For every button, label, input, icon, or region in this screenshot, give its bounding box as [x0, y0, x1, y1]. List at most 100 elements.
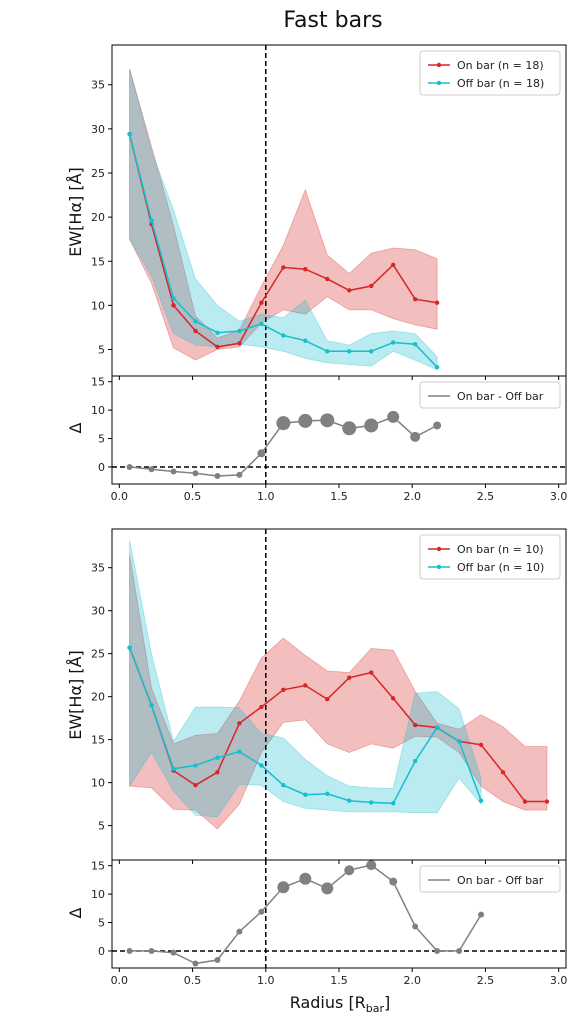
data-point: [320, 413, 335, 428]
y-tick-label: 10: [91, 888, 105, 901]
data-point: [215, 755, 220, 760]
data-point: [148, 466, 155, 473]
xlabel-subscript: bar: [366, 1002, 385, 1015]
data-point: [281, 783, 286, 788]
data-point: [434, 364, 440, 370]
data-point: [215, 344, 220, 350]
x-tick-label: 1.0: [257, 490, 275, 503]
data-point: [434, 300, 440, 305]
data-point: [215, 330, 220, 335]
plot-area-bottom-delta: [112, 860, 566, 968]
data-point: [149, 703, 154, 708]
data-point: [192, 470, 199, 477]
data-point: [237, 721, 242, 726]
data-point: [171, 296, 176, 301]
y-tick-label: 25: [91, 167, 105, 180]
x-tick-label: 0.0: [111, 974, 129, 987]
y-tick-label: 15: [91, 734, 105, 747]
data-point: [369, 670, 374, 675]
data-point: [456, 739, 462, 744]
data-point: [325, 791, 330, 796]
data-point: [344, 865, 355, 876]
plot-area-top-delta: [112, 376, 566, 484]
xlabel-close: ]: [384, 993, 390, 1012]
data-point: [259, 763, 264, 768]
data-point: [325, 697, 330, 702]
data-point: [237, 749, 242, 754]
legend-entry: On bar - Off bar: [457, 874, 544, 887]
x-tick-label: 2.0: [403, 490, 421, 503]
data-point: [193, 783, 198, 788]
data-point: [387, 410, 400, 423]
plot-area-bottom-main: [127, 529, 550, 860]
band-0: [129, 554, 548, 830]
x-tick-label: 1.5: [330, 974, 348, 987]
x-tick-label: 3.0: [550, 974, 568, 987]
data-point: [522, 799, 528, 804]
xlabel: Radius [Rbar]: [290, 993, 391, 1015]
legend-entry: On bar (n = 18): [457, 59, 544, 72]
data-point: [298, 413, 313, 428]
data-point: [478, 798, 484, 803]
legend-swatch-marker: [436, 546, 442, 552]
data-point: [364, 418, 379, 433]
data-point: [500, 770, 506, 775]
y-tick-label: 5: [98, 344, 105, 357]
legend-swatch-marker: [436, 564, 442, 570]
plot-area-top-main: [127, 45, 440, 376]
data-point: [325, 276, 330, 282]
data-point: [303, 266, 308, 272]
series-line-0: [128, 647, 547, 803]
data-point: [369, 349, 374, 354]
data-point: [237, 328, 242, 334]
y-tick-label: 15: [91, 376, 105, 389]
band-1: [129, 68, 438, 371]
data-point: [257, 449, 266, 458]
data-point: [325, 349, 330, 354]
y-tick-label: 5: [98, 820, 105, 833]
x-tick-label: 3.0: [550, 490, 568, 503]
data-point: [171, 303, 176, 308]
ylabel-top-delta: Δ: [66, 422, 85, 433]
data-point: [347, 798, 352, 803]
x-tick-label: 2.0: [403, 974, 421, 987]
y-tick-label: 5: [98, 433, 105, 446]
data-point: [171, 766, 176, 772]
data-point: [148, 947, 155, 954]
data-point: [214, 473, 221, 480]
data-point: [369, 800, 374, 805]
data-point: [259, 321, 264, 327]
y-tick-label: 30: [91, 605, 105, 618]
legend-entry: Off bar (n = 18): [457, 77, 544, 90]
data-point: [412, 342, 418, 347]
data-point: [342, 421, 357, 436]
data-point: [303, 683, 308, 688]
legend-swatch-marker: [436, 80, 442, 86]
data-point: [127, 645, 132, 650]
x-tick-label: 1.0: [257, 974, 275, 987]
y-tick-label: 10: [91, 777, 105, 790]
x-tick-label: 0.0: [111, 490, 129, 503]
data-point: [170, 468, 177, 475]
x-tick-label: 2.5: [477, 490, 495, 503]
legend: On bar (n = 10) Off bar (n = 10): [419, 534, 561, 580]
y-tick-label: 0: [98, 461, 105, 474]
legend-box: [419, 50, 561, 96]
data-point: [412, 297, 418, 302]
legend-box: [419, 381, 561, 409]
data-point: [303, 792, 308, 797]
x-tick-label: 0.5: [184, 490, 202, 503]
data-point: [237, 341, 242, 346]
data-point: [389, 877, 398, 886]
y-tick-label: 35: [91, 79, 105, 92]
data-point: [456, 947, 463, 954]
legend-box: [419, 534, 561, 580]
figure-title: Fast bars: [283, 8, 382, 33]
y-tick-label: 15: [91, 255, 105, 268]
legend-box: [419, 865, 561, 893]
data-point: [347, 675, 352, 680]
data-point: [412, 923, 419, 930]
data-point: [193, 763, 198, 768]
data-point: [277, 881, 290, 894]
